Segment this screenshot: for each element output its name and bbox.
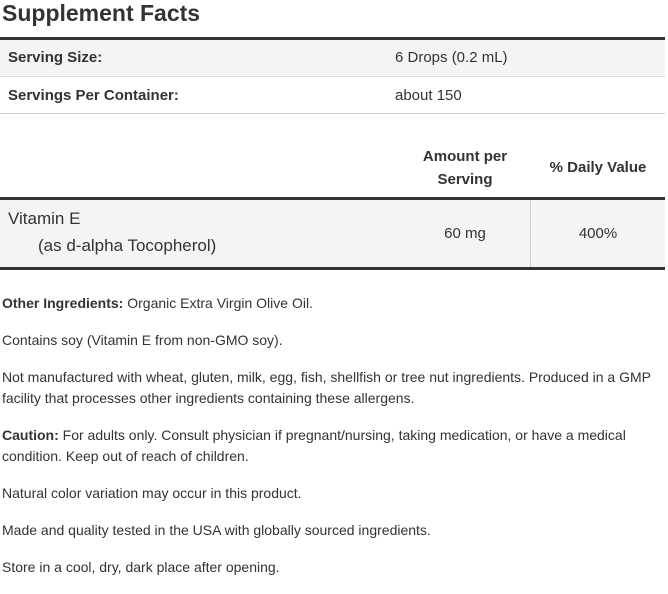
note-text: Not manufactured with wheat, gluten, mil… xyxy=(2,369,651,406)
rule xyxy=(0,76,665,77)
note: Contains soy (Vitamin E from non-GMO soy… xyxy=(2,330,664,351)
serving-value: 6 Drops (0.2 mL) xyxy=(395,49,508,66)
rule xyxy=(0,267,665,270)
note-text: For adults only. Consult physician if pr… xyxy=(2,427,626,464)
page: Supplement Facts Serving Size: 6 Drops (… xyxy=(0,0,665,575)
note-text: Contains soy (Vitamin E from non-GMO soy… xyxy=(2,332,283,348)
note-text: Made and quality tested in the USA with … xyxy=(2,522,431,538)
rule xyxy=(0,197,665,200)
title: Supplement Facts xyxy=(2,0,201,26)
note: Made and quality tested in the USA with … xyxy=(2,520,664,541)
note-text: Store in a cool, dry, dark place after o… xyxy=(2,559,280,575)
note: Store in a cool, dry, dark place after o… xyxy=(2,557,664,578)
divider xyxy=(530,200,531,267)
note-label: Other Ingredients: xyxy=(2,295,124,311)
row-bg xyxy=(0,200,665,267)
serving-label: Serving Size: xyxy=(8,49,103,66)
note: Not manufactured with wheat, gluten, mil… xyxy=(2,367,664,409)
column-header: % Daily Value xyxy=(549,159,647,176)
column-header: Amount per Serving xyxy=(422,148,508,188)
note: Natural color variation may occur in thi… xyxy=(2,483,664,504)
rule xyxy=(0,113,665,114)
amount: 60 mg xyxy=(444,225,486,242)
serving-label: Servings Per Container: xyxy=(8,87,179,104)
notes: Other Ingredients: Organic Extra Virgin … xyxy=(2,293,664,594)
note: Caution: For adults only. Consult physic… xyxy=(2,425,664,467)
daily-value: 400% xyxy=(578,225,618,242)
serving-value: about 150 xyxy=(395,87,462,104)
note-text: Organic Extra Virgin Olive Oil. xyxy=(127,295,313,311)
note-text: Natural color variation may occur in thi… xyxy=(2,485,302,501)
nutrient-name: Vitamin E xyxy=(8,209,81,228)
rule xyxy=(0,37,665,40)
note-label: Caution: xyxy=(2,427,59,443)
nutrient-detail: (as d-alpha Tocopherol) xyxy=(38,236,217,255)
note: Other Ingredients: Organic Extra Virgin … xyxy=(2,293,664,314)
row-bg xyxy=(0,40,665,76)
